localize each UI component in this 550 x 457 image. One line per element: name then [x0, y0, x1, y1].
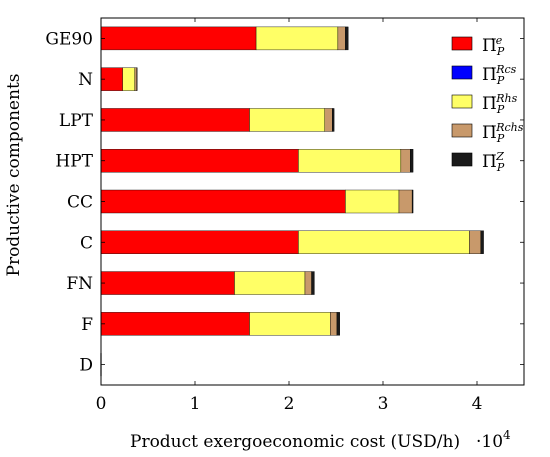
- legend-label-sup: Rhs: [495, 92, 517, 105]
- legend-label-3: Π̇PRchs: [482, 121, 524, 145]
- x-tick-label-2: 2: [284, 394, 295, 414]
- legend-label-0: Π̇Pe: [482, 34, 505, 58]
- x-tick-label-0: 0: [96, 394, 107, 414]
- y-tick-label-d: D: [79, 356, 93, 376]
- legend-label-sub: P: [496, 45, 505, 58]
- y-tick-label-cc: CC: [67, 193, 93, 213]
- bar-hpt-series-0: [100, 149, 299, 173]
- legend-swatch-1: [451, 65, 473, 80]
- legend-label-base: Π̇: [482, 152, 497, 172]
- y-tick-label-lpt: LPT: [59, 111, 94, 131]
- y-tick-label-ge90: GE90: [45, 29, 93, 49]
- x-tick-label-1: 1: [190, 394, 201, 414]
- y-tick-label-n: N: [78, 70, 93, 90]
- legend-label-1: Π̇PRcs: [482, 63, 517, 87]
- bar-lpt-series-2: [249, 108, 325, 132]
- x-tick-label-3: 3: [378, 394, 389, 414]
- y-tick-label-c: C: [80, 233, 93, 253]
- bar-hpt-series-2: [298, 149, 402, 173]
- legend-label-sub: P: [496, 103, 505, 116]
- legend-swatch-2: [451, 94, 473, 109]
- legend-label-sup: e: [496, 34, 503, 47]
- bar-ge90-series-3: [337, 26, 346, 51]
- bar-hpt-series-3: [400, 149, 411, 173]
- bar-fn-series-2: [234, 271, 306, 295]
- y-tick-label-fn: FN: [66, 274, 93, 294]
- legend-label-base: Π̇: [482, 123, 497, 143]
- bar-cc-series-0: [100, 189, 346, 214]
- legend-label-2: Π̇PRhs: [482, 92, 518, 116]
- legend-swatch-4: [451, 152, 473, 167]
- bar-lpt-series-3: [324, 108, 333, 132]
- bar-f-series-2: [249, 312, 331, 336]
- bar-c-series-2: [298, 230, 470, 254]
- legend-label-base: Π̇: [482, 65, 497, 85]
- legend-label-sub: P: [496, 132, 505, 145]
- y-tick-label-hpt: HPT: [55, 152, 93, 172]
- legend-label-sup: Rcs: [495, 63, 516, 76]
- legend-swatch-3: [451, 123, 473, 138]
- x-tick-label-4: 4: [472, 394, 483, 414]
- bar-lpt-series-0: [100, 108, 250, 132]
- bar-lpt-series-4: [332, 108, 335, 132]
- legend-label-base: Π̇: [482, 36, 497, 56]
- bar-hpt-series-4: [410, 149, 414, 173]
- legend-swatch-0: [451, 36, 473, 51]
- x-axis-multiplier-exp: 4: [503, 428, 511, 442]
- bar-ge90-series-4: [345, 26, 349, 51]
- legend-label-sub: P: [496, 74, 505, 87]
- bar-ge90-series-2: [255, 26, 339, 51]
- bar-f-series-4: [336, 312, 340, 336]
- bar-cc-series-2: [345, 189, 400, 214]
- legend-label-sup: Rchs: [495, 121, 524, 134]
- bar-c-series-3: [469, 230, 481, 254]
- y-axis-title: Productive components: [4, 74, 24, 277]
- bar-n-series-2: [122, 67, 136, 91]
- x-axis-multiplier: ·104: [476, 428, 511, 452]
- x-axis-multiplier-base: ·10: [476, 432, 503, 452]
- bar-c-series-0: [100, 230, 299, 254]
- bar-cc-series-3: [398, 189, 413, 214]
- bar-fn-series-3: [304, 271, 312, 295]
- bar-cc-series-4: [411, 189, 414, 214]
- bar-f-series-0: [100, 312, 250, 336]
- legend-label-4: Π̇PZ: [482, 150, 505, 174]
- bar-c-series-4: [480, 230, 484, 254]
- bar-ge90-series-0: [100, 26, 257, 51]
- legend-label-base: Π̇: [482, 94, 497, 114]
- bar-f-series-3: [330, 312, 338, 336]
- x-axis-title: Product exergoeconomic cost (USD/h): [130, 432, 460, 452]
- legend-label-sup: Z: [495, 150, 504, 163]
- bar-n-series-3: [134, 67, 137, 91]
- bars-layer: [100, 26, 484, 377]
- legend-label-sub: P: [496, 161, 505, 174]
- x-axis-ticks: 0 1 2 3 4: [96, 18, 483, 414]
- y-tick-label-f: F: [81, 315, 93, 335]
- bar-fn-series-4: [311, 271, 315, 295]
- bar-fn-series-0: [100, 271, 235, 295]
